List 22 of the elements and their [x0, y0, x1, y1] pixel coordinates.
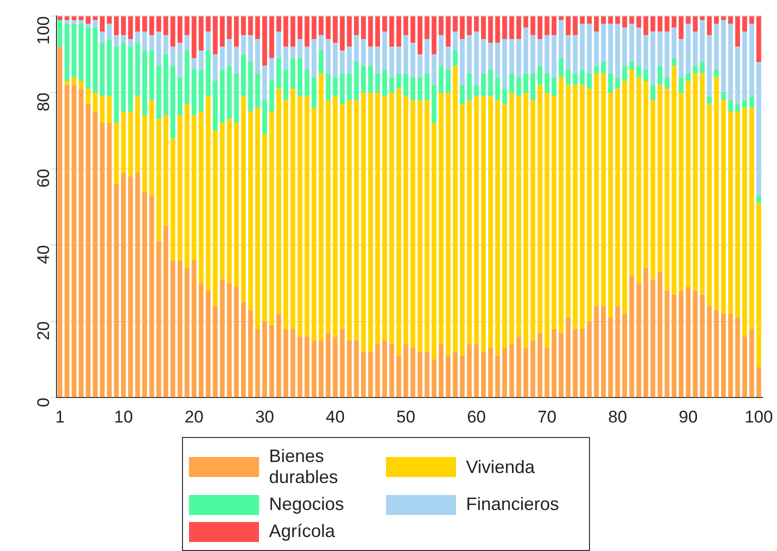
- x-tick-label: 60: [466, 407, 486, 426]
- x-tick-label: 90: [678, 407, 698, 426]
- legend-label: Vivienda: [466, 456, 535, 478]
- x-tick-label: 1: [55, 407, 65, 426]
- legend-label: Financieros: [466, 494, 560, 515]
- x-tick-label: 50: [396, 407, 416, 426]
- y-tick-label: 40: [34, 245, 54, 264]
- legend-label: Bienes durables: [269, 446, 340, 488]
- legend-label: Agrícola: [269, 521, 336, 542]
- x-tick-label: 100: [744, 407, 773, 426]
- x-tick-label: 10: [114, 407, 133, 426]
- y-tick-label: 80: [34, 92, 54, 112]
- y-tick-label: 20: [34, 321, 54, 340]
- y-tick-label: 60: [34, 168, 54, 188]
- legend-label: Negocios: [269, 494, 344, 515]
- x-tick-label: 80: [608, 407, 628, 426]
- x-tick-label: 70: [538, 407, 556, 426]
- y-tick-label: 100: [34, 16, 54, 45]
- x-tick-label: 20: [184, 407, 204, 426]
- x-tick-label: 30: [255, 407, 274, 426]
- y-tick-label: 0: [34, 398, 54, 408]
- x-tick-label: 40: [326, 407, 345, 426]
